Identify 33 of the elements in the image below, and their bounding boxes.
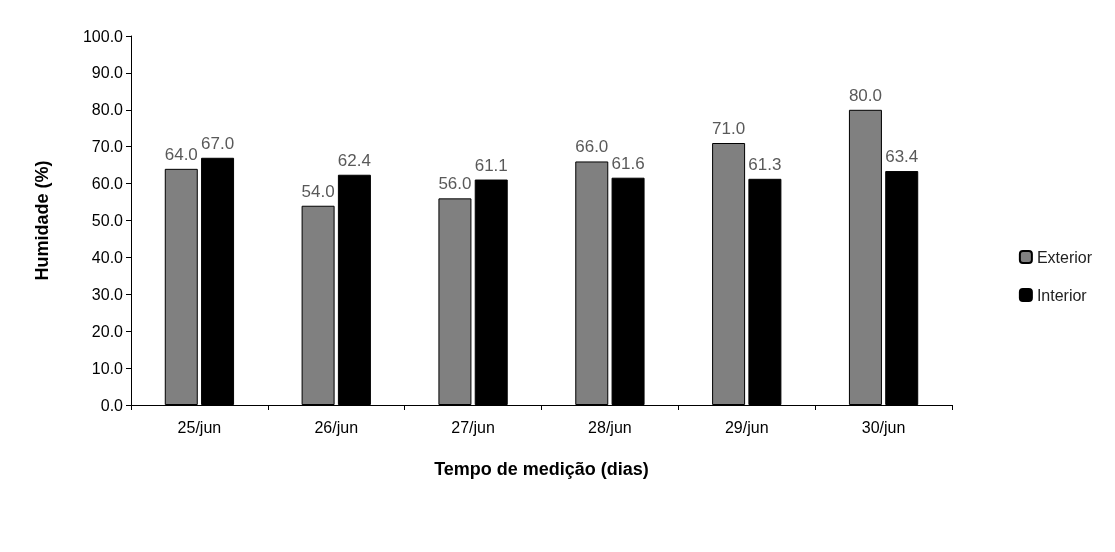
y-tick-label: 100.0 xyxy=(82,27,124,45)
y-axis-title: Humidade (%) xyxy=(32,160,52,281)
data-label: 56.0 xyxy=(438,174,472,194)
x-tick-label: 26/jun xyxy=(314,418,359,436)
data-label: 62.4 xyxy=(337,150,371,170)
data-label: 64.0 xyxy=(164,144,198,164)
data-label: 71.0 xyxy=(712,119,746,139)
data-label: 61.6 xyxy=(611,153,645,173)
data-label: 80.0 xyxy=(848,85,882,105)
y-tick-label: 90.0 xyxy=(91,64,124,82)
data-label: 54.0 xyxy=(301,181,335,201)
x-tick-label: 25/jun xyxy=(177,418,222,436)
y-tick-label: 0.0 xyxy=(100,396,124,414)
y-tick-label: 60.0 xyxy=(91,175,124,193)
x-tick-label: 27/jun xyxy=(451,418,495,436)
x-axis-title: Tempo de medição (dias) xyxy=(434,459,649,479)
y-tick-label: 30.0 xyxy=(91,285,124,303)
y-tick-label: 80.0 xyxy=(91,101,124,119)
y-tick-label: 40.0 xyxy=(91,248,124,266)
data-label: 63.4 xyxy=(885,147,919,167)
y-tick-label: 20.0 xyxy=(91,322,124,340)
y-tick-label: 50.0 xyxy=(91,212,124,229)
legend-label: Interior xyxy=(1036,286,1088,304)
data-label: 66.0 xyxy=(575,137,609,157)
data-label: 67.0 xyxy=(201,133,235,153)
x-tick-label: 29/jun xyxy=(724,418,769,436)
y-tick-label: 10.0 xyxy=(91,359,124,377)
data-label: 61.3 xyxy=(748,154,782,174)
x-tick-label: 30/jun xyxy=(861,418,906,436)
data-label: 61.1 xyxy=(474,155,508,175)
x-tick-label: 28/jun xyxy=(588,418,632,436)
legend-label: Exterior xyxy=(1036,248,1093,266)
y-tick-label: 70.0 xyxy=(91,138,124,156)
